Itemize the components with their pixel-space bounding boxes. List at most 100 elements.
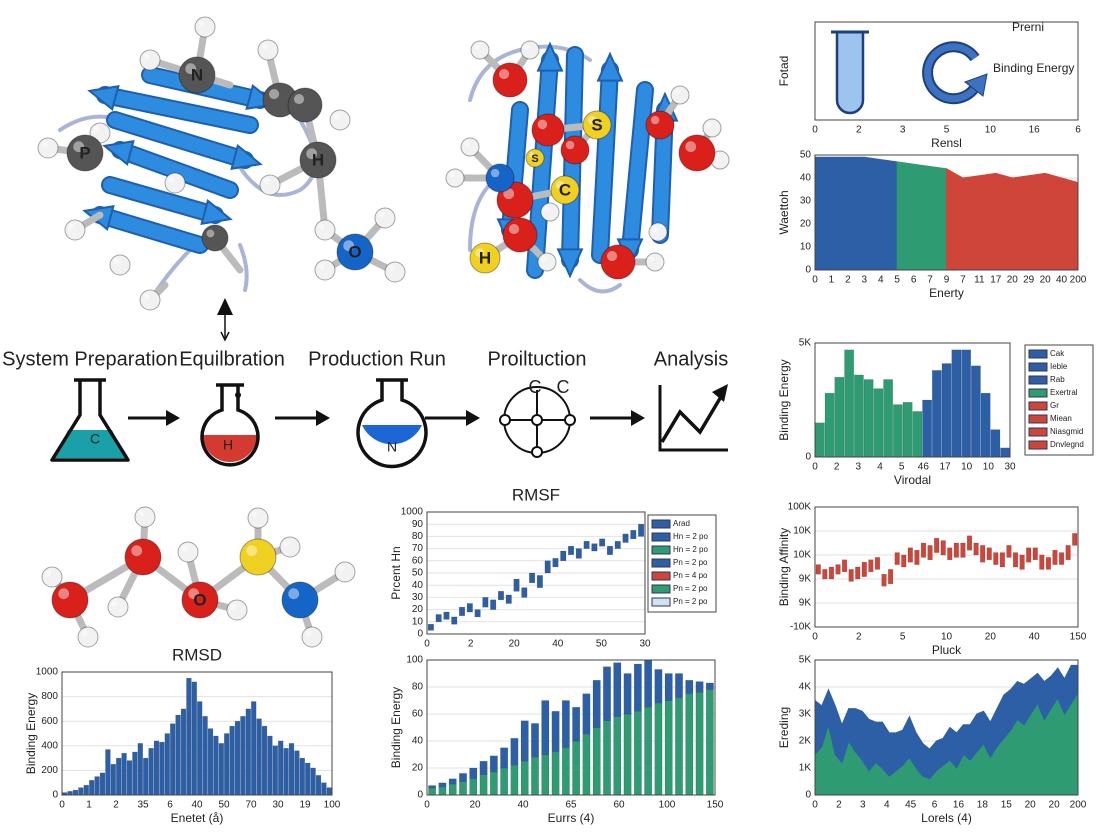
y-tick-label: 60 — [412, 555, 424, 566]
ribbon-strand — [113, 143, 237, 197]
legend-swatch — [1028, 349, 1048, 359]
x-tick-label: 0 — [812, 632, 818, 643]
bar — [479, 774, 488, 796]
x-tick-label: 3 — [862, 275, 868, 286]
cycle-arrow — [924, 43, 981, 103]
bar — [582, 734, 591, 796]
atom-highlight — [263, 178, 270, 185]
candle-body — [874, 557, 881, 570]
candle-body — [513, 578, 520, 592]
bar — [961, 349, 972, 458]
bar — [479, 761, 488, 775]
atom — [645, 252, 665, 272]
atom-highlight — [138, 510, 145, 517]
x-tick-label: 9 — [944, 275, 950, 286]
candle-body — [583, 541, 590, 549]
x-tick-label: 4 — [878, 275, 884, 286]
area — [814, 156, 898, 271]
y-tick-label: 20 — [412, 604, 424, 615]
atom-label: H — [479, 248, 491, 267]
bar — [664, 673, 673, 701]
y-tick-label: 10K — [793, 550, 811, 561]
ribbon-strand — [98, 88, 257, 132]
atom — [384, 261, 406, 283]
bar — [234, 720, 241, 796]
x-tick-label: 3 — [860, 800, 866, 811]
atom-highlight — [268, 88, 280, 100]
bar — [592, 680, 601, 728]
atom — [336, 233, 374, 271]
y-tick-label: 40 — [412, 736, 424, 747]
ribbon-arrowhead — [102, 140, 135, 167]
bar — [305, 762, 311, 796]
atom-highlight — [261, 43, 268, 50]
candle-body — [459, 606, 466, 616]
bar — [116, 757, 122, 796]
atom — [124, 538, 162, 576]
y-tick-label: 1K — [799, 763, 812, 774]
bar — [132, 751, 138, 796]
bar — [143, 757, 149, 796]
coil — [238, 243, 249, 292]
bar — [164, 733, 170, 796]
candle-body — [435, 614, 442, 623]
legend-label: Cak — [1050, 349, 1065, 358]
x-tick-label: 150 — [1070, 632, 1087, 643]
atom — [520, 40, 540, 60]
atom-highlight — [464, 141, 470, 147]
atom-highlight — [333, 113, 340, 120]
atom — [194, 16, 216, 38]
bar — [675, 673, 683, 699]
bar — [321, 782, 327, 796]
x-tick-label: 0 — [812, 275, 818, 286]
bar — [67, 791, 73, 796]
atom — [648, 222, 668, 242]
x-tick-label: 3 — [900, 125, 906, 136]
plot-area — [814, 506, 1079, 628]
x-tick-label: 11 — [974, 275, 985, 286]
atom — [259, 174, 281, 196]
atom — [287, 87, 323, 123]
bar — [170, 723, 176, 796]
x-axis-label: Enetet (å) — [171, 811, 224, 825]
x-tick-label: 40 — [1056, 275, 1068, 286]
chart-title: RMSD — [172, 645, 222, 664]
atom — [201, 224, 229, 252]
atom-highlight — [606, 250, 618, 262]
atom-highlight — [188, 588, 200, 600]
x-tick-label: 5 — [944, 125, 950, 136]
atom-label: O — [348, 242, 361, 261]
atom — [89, 122, 111, 144]
bar — [541, 754, 550, 796]
bar — [126, 760, 133, 796]
candle-body — [901, 554, 907, 568]
bar — [863, 379, 874, 458]
plot-border — [426, 659, 716, 796]
atom-highlight — [318, 223, 325, 230]
annotation: Prerni — [1012, 20, 1044, 34]
bar — [633, 711, 642, 796]
x-tick-label: 6 — [167, 800, 173, 811]
x-tick-label: 20 — [1049, 800, 1061, 811]
candle-body — [622, 533, 629, 543]
y-tick-label: 9K — [799, 574, 812, 585]
bar — [582, 693, 591, 735]
atom-highlight — [475, 248, 485, 258]
legend-swatch — [651, 597, 671, 607]
bar — [186, 677, 192, 796]
atom-highlight — [143, 53, 150, 60]
candle-body — [1065, 545, 1071, 561]
bar — [207, 728, 214, 796]
atom-label: H — [312, 150, 324, 169]
legend-label: Gr — [1050, 401, 1059, 410]
atom — [492, 62, 528, 98]
workflow-step-label: Production Run — [308, 348, 446, 370]
bar — [489, 771, 498, 796]
plot-border — [814, 21, 1079, 121]
bar — [603, 666, 611, 721]
chart-title: RMSF — [512, 485, 560, 504]
bar — [121, 752, 127, 796]
candle-body — [552, 558, 559, 568]
candle-body — [599, 538, 606, 547]
